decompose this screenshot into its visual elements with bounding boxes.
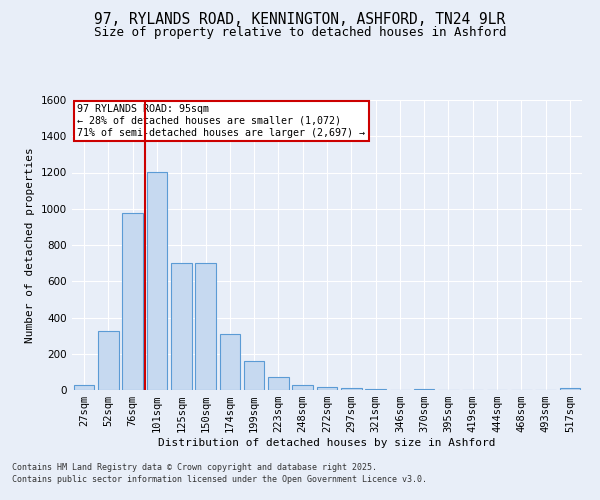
Bar: [171, 263, 191, 390]
Bar: [98, 331, 119, 390]
Bar: [414, 389, 434, 390]
Bar: [122, 214, 143, 390]
Bar: [292, 386, 313, 390]
Bar: [195, 263, 216, 390]
Text: Contains public sector information licensed under the Open Government Licence v3: Contains public sector information licen…: [12, 475, 427, 484]
Bar: [244, 361, 265, 390]
Bar: [365, 388, 386, 390]
Bar: [74, 386, 94, 390]
Bar: [560, 388, 580, 390]
Y-axis label: Number of detached properties: Number of detached properties: [25, 147, 35, 343]
Bar: [220, 334, 240, 390]
Bar: [268, 378, 289, 390]
Bar: [341, 388, 362, 390]
Text: 97, RYLANDS ROAD, KENNINGTON, ASHFORD, TN24 9LR: 97, RYLANDS ROAD, KENNINGTON, ASHFORD, T…: [94, 12, 506, 28]
Text: Contains HM Land Registry data © Crown copyright and database right 2025.: Contains HM Land Registry data © Crown c…: [12, 464, 377, 472]
Bar: [146, 172, 167, 390]
Bar: [317, 388, 337, 390]
Text: Size of property relative to detached houses in Ashford: Size of property relative to detached ho…: [94, 26, 506, 39]
Text: 97 RYLANDS ROAD: 95sqm
← 28% of detached houses are smaller (1,072)
71% of semi-: 97 RYLANDS ROAD: 95sqm ← 28% of detached…: [77, 104, 365, 138]
X-axis label: Distribution of detached houses by size in Ashford: Distribution of detached houses by size …: [158, 438, 496, 448]
